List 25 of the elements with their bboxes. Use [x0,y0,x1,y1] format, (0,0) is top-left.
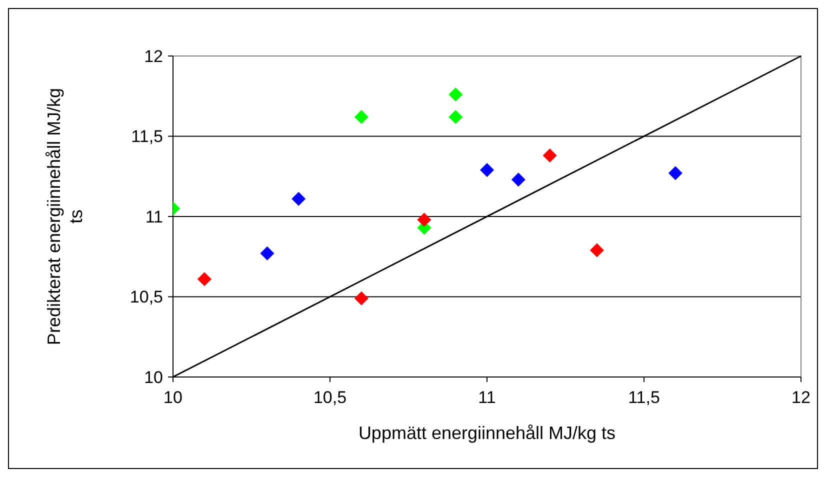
point [417,212,432,227]
y-tick-label: 10 [144,368,163,387]
y-tick-label: 10,5 [130,288,163,307]
point [197,272,212,286]
x-axis-title: Uppmätt energiinnehåll MJ/kg ts [358,423,616,443]
point [668,166,682,180]
point [590,243,604,258]
x-tick-label: 12 [792,388,810,407]
point [292,192,306,206]
x-tick-label: 10 [164,388,182,407]
y-tick-label: 11 [145,207,163,226]
y-axis-title: Predikterat energiinnehåll MJ/kg ts [44,88,86,346]
point [354,110,368,124]
x-tick-label: 11 [478,388,496,407]
point [511,172,526,187]
y-tick-label: 12 [144,46,163,66]
point [542,148,557,163]
x-tick-label: 11,5 [628,388,660,407]
y-tick-label: 11,5 [131,127,163,146]
point [448,88,463,102]
x-tick-label: 10,5 [313,388,347,407]
point [354,291,368,306]
point [260,246,274,260]
point [448,110,463,124]
point [480,162,494,177]
